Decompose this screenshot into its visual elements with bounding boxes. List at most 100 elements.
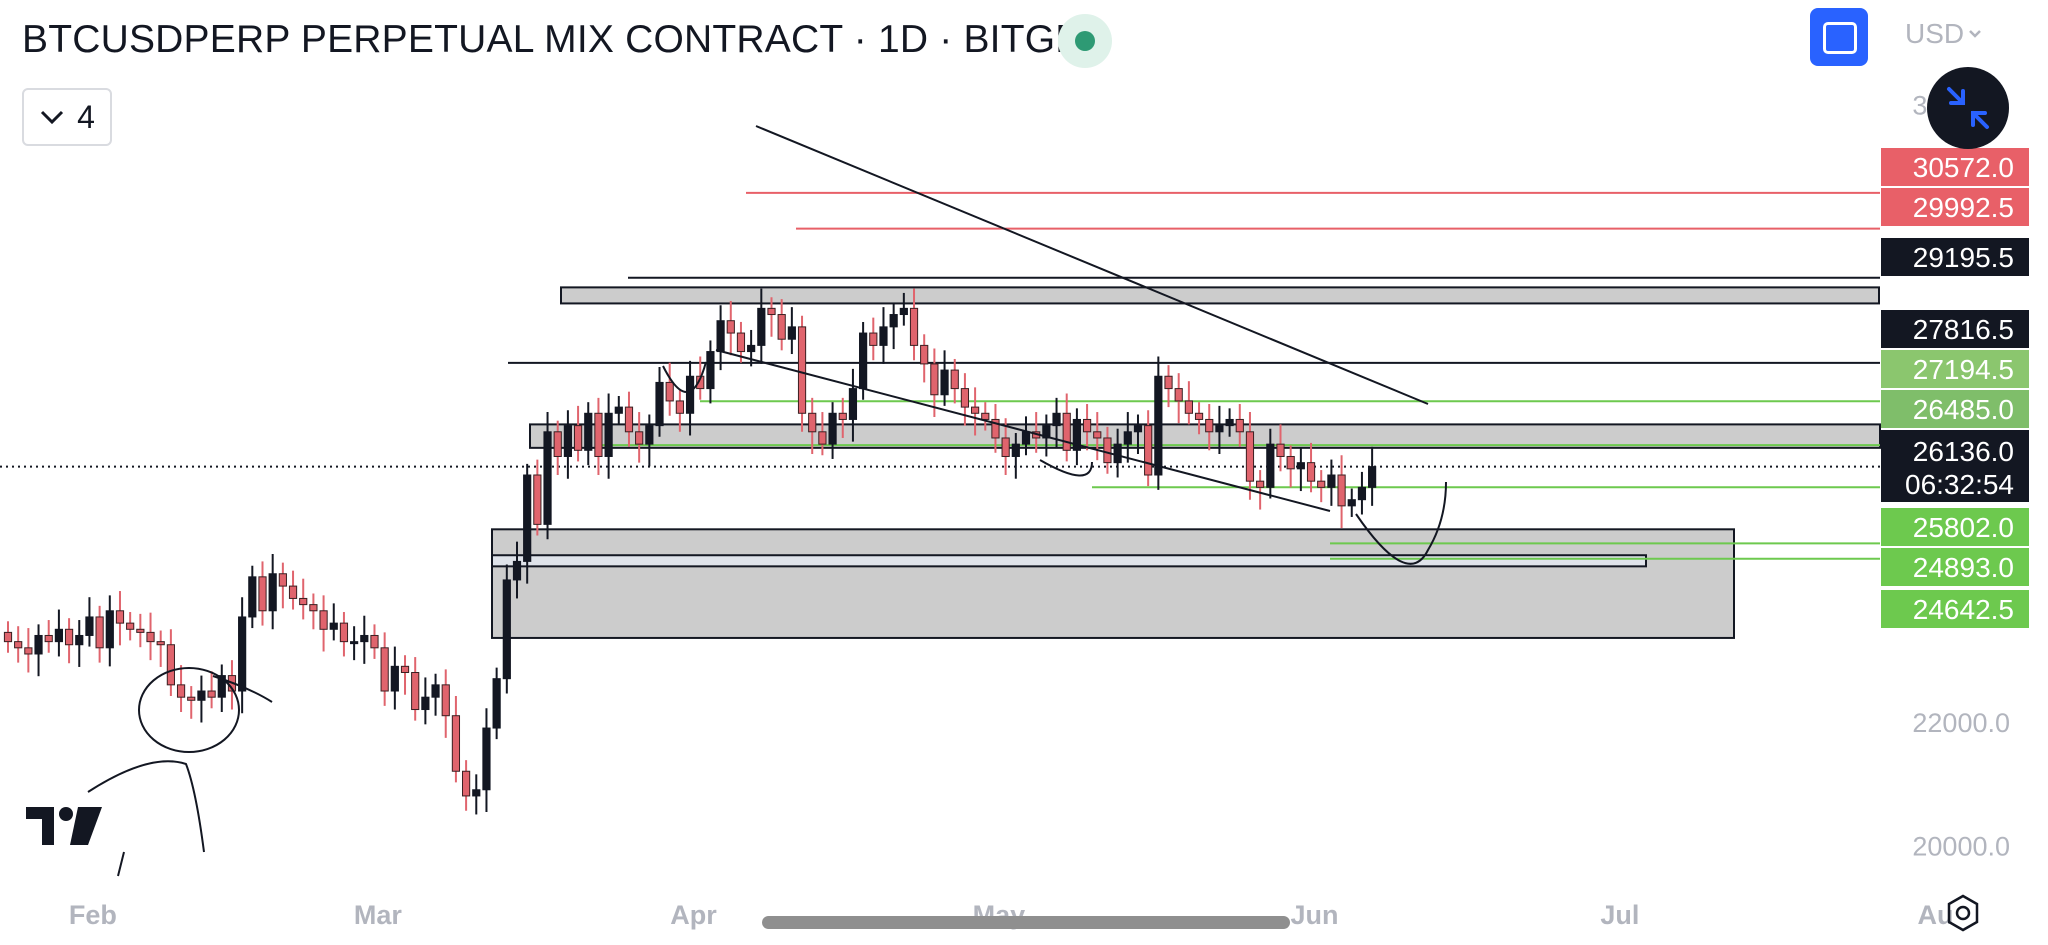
chevron-down-icon (41, 110, 64, 125)
candle (187, 686, 196, 719)
candle (462, 760, 471, 811)
market-status-indicator[interactable] (1058, 14, 1112, 68)
candle-body (777, 314, 786, 340)
candle-body (1103, 437, 1112, 464)
candle-body (1011, 443, 1020, 457)
supply-zone (560, 286, 1880, 305)
candle (54, 609, 63, 657)
candle-body (1194, 412, 1204, 420)
exit-fullscreen-icon (1947, 87, 1989, 129)
candle (34, 624, 43, 677)
candle (1266, 428, 1275, 499)
candle-body (217, 675, 226, 698)
candle-body (614, 406, 623, 414)
candle-body (553, 431, 562, 457)
candle (288, 570, 298, 610)
candle-body (248, 576, 257, 618)
candle (1123, 412, 1132, 463)
candle (166, 629, 175, 696)
demand-zone-inner (491, 554, 1647, 568)
candle (390, 646, 399, 710)
candle-body (370, 634, 379, 649)
candle (24, 628, 33, 673)
candle (706, 340, 715, 404)
candle (1286, 445, 1295, 488)
candle (176, 665, 186, 712)
candle (1225, 408, 1234, 437)
candle (889, 303, 898, 350)
fullscreen-button[interactable] (1810, 8, 1868, 66)
candle (64, 618, 74, 664)
candle-body (675, 400, 684, 414)
currency-selector[interactable]: USD (1905, 18, 1982, 50)
candle (309, 593, 318, 630)
candle (299, 578, 308, 620)
candle-body (1164, 375, 1173, 390)
candle (909, 288, 919, 361)
candle (1306, 442, 1316, 493)
candle (1144, 410, 1153, 487)
price-label-text: 30572.0 (1913, 152, 2014, 183)
candle (1245, 412, 1255, 500)
candle-body (166, 644, 175, 686)
candle (3, 621, 13, 653)
candle-body (950, 369, 959, 390)
candle-body (34, 634, 43, 655)
candle (44, 620, 53, 653)
candle (1093, 412, 1102, 461)
candle-body (523, 474, 532, 562)
price-axis: 32000.022000.020000.030572.029992.529195… (1881, 91, 2029, 861)
candle (940, 350, 949, 406)
candle (105, 595, 114, 667)
status-dot (1075, 31, 1095, 51)
hand-stroke (212, 675, 273, 703)
candle (95, 605, 104, 663)
price-label-box (1881, 590, 2029, 628)
candle-body (472, 789, 481, 797)
candle (838, 397, 847, 438)
candle (879, 307, 888, 364)
candle-body (635, 431, 644, 445)
candle-body (889, 314, 898, 328)
candle (1337, 455, 1346, 529)
candle-body (991, 418, 1000, 439)
candle-body (1327, 474, 1336, 488)
candle (920, 334, 929, 383)
candle-body (54, 628, 63, 643)
candle-body (95, 616, 104, 649)
candle (278, 562, 287, 609)
indicators-collapse-button[interactable]: 4 (22, 88, 112, 146)
candle (767, 297, 776, 337)
candle (1062, 393, 1071, 462)
candle-body (584, 412, 593, 451)
candle-body (594, 412, 603, 457)
candle-body (1205, 418, 1214, 433)
candle-body (1276, 443, 1285, 457)
candle-body (1306, 462, 1316, 482)
candle-body (1225, 418, 1234, 427)
settings-icon[interactable] (1943, 893, 1983, 933)
price-label-box (1881, 188, 2029, 226)
candles[interactable] (3, 288, 1377, 815)
exit-fullscreen-button[interactable] (1927, 67, 2009, 149)
candle-body (319, 610, 328, 630)
candle-body (838, 412, 847, 420)
candle (492, 667, 501, 740)
candle (370, 624, 379, 659)
price-label-text: 29195.5 (1913, 242, 2014, 273)
candle (584, 402, 593, 466)
candle-body (176, 684, 186, 698)
candle (533, 459, 542, 536)
candle-body (808, 412, 817, 433)
candle-body (706, 351, 715, 390)
candle (1327, 459, 1336, 506)
candle (1103, 426, 1112, 474)
candle-body (920, 344, 929, 365)
candle (594, 397, 603, 475)
time-tick-label: Mar (354, 900, 403, 930)
candle-body (1123, 431, 1132, 445)
candle-body (1082, 418, 1092, 433)
time-scrollbar[interactable] (762, 916, 1290, 929)
hand-stroke (1039, 459, 1093, 477)
